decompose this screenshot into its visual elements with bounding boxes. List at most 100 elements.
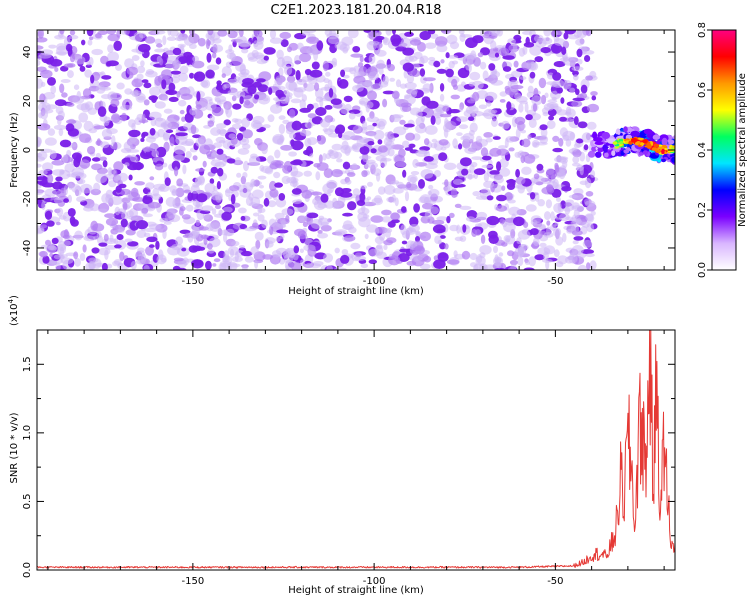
noise-speckle [359, 146, 370, 155]
noise-speckle [81, 39, 86, 46]
noise-speckle [101, 75, 112, 80]
noise-speckle [383, 184, 396, 195]
noise-speckle [427, 30, 436, 35]
noise-speckle [189, 30, 195, 36]
noise-speckle [183, 51, 193, 58]
noise-speckle [317, 203, 328, 209]
noise-speckle [409, 216, 419, 227]
colorbar-tick-label: 0.2 [697, 202, 708, 218]
noise-speckle [472, 91, 480, 102]
noise-speckle [162, 35, 167, 46]
noise-speckle [143, 82, 152, 89]
noise-speckle [307, 113, 317, 119]
noise-speckle [378, 80, 389, 88]
noise-speckle [131, 122, 136, 131]
noise-speckle [585, 191, 594, 197]
noise-speckle [401, 105, 412, 112]
noise-speckle [138, 203, 150, 210]
noise-speckle [230, 137, 238, 145]
noise-speckle [106, 62, 112, 67]
noise-speckle [463, 109, 476, 118]
noise-speckle [556, 155, 562, 163]
noise-speckle [326, 179, 338, 189]
noise-speckle [395, 161, 407, 168]
colorbar-tick-label: 0.6 [697, 82, 708, 98]
noise-speckle [419, 30, 432, 41]
noise-speckle [306, 46, 319, 56]
noise-speckle [576, 138, 584, 144]
noise-speckle [275, 197, 287, 208]
noise-speckle [352, 46, 361, 53]
noise-speckle [170, 70, 181, 75]
noise-speckle [84, 101, 94, 111]
noise-speckle [318, 218, 323, 223]
noise-speckle [409, 176, 417, 183]
noise-speckle [530, 215, 542, 224]
noise-speckle [109, 234, 114, 243]
noise-speckle [52, 181, 63, 190]
noise-speckle [326, 265, 333, 270]
noise-speckle [107, 33, 120, 42]
noise-speckle [130, 260, 137, 270]
noise-speckle [368, 40, 380, 46]
noise-speckle [298, 52, 312, 63]
noise-speckle [69, 54, 76, 63]
noise-speckle [429, 206, 440, 215]
noise-speckle [521, 138, 531, 148]
noise-speckle [383, 244, 388, 250]
noise-speckle [406, 181, 412, 189]
noise-speckle [526, 91, 535, 99]
noise-speckle [513, 60, 519, 68]
noise-speckle [137, 247, 145, 253]
noise-speckle [558, 169, 566, 180]
noise-speckle [420, 55, 429, 64]
noise-speckle [244, 227, 257, 232]
noise-speckle [590, 210, 596, 216]
noise-speckle [390, 212, 400, 220]
noise-speckle [374, 227, 380, 235]
noise-speckle [175, 132, 188, 137]
noise-speckle [241, 48, 249, 54]
noise-speckle [419, 231, 431, 242]
noise-speckle [37, 163, 42, 168]
noise-speckle [470, 161, 478, 168]
noise-speckle [132, 197, 145, 202]
noise-speckle [470, 50, 477, 61]
noise-speckle [44, 210, 53, 220]
noise-speckle [301, 94, 307, 102]
signal-speckle [643, 128, 653, 135]
noise-speckle [358, 62, 364, 68]
noise-speckle [259, 184, 264, 189]
noise-speckle [481, 164, 493, 169]
noise-speckle [229, 30, 234, 33]
noise-speckle [546, 220, 551, 226]
noise-speckle [73, 84, 80, 90]
noise-speckle [376, 172, 381, 182]
noise-speckle [533, 173, 540, 180]
noise-speckle [239, 96, 244, 105]
noise-speckle [366, 116, 380, 123]
noise-speckle [353, 75, 366, 85]
noise-speckle [225, 228, 235, 237]
noise-speckle [576, 48, 583, 58]
noise-speckle [215, 204, 221, 210]
noise-speckle [67, 128, 79, 137]
noise-speckle [585, 253, 595, 258]
noise-speckle [255, 239, 261, 250]
noise-speckle [459, 205, 472, 210]
noise-speckle [368, 259, 377, 265]
noise-speckle [137, 254, 144, 264]
noise-speckle [149, 128, 156, 136]
noise-speckle [316, 135, 326, 145]
noise-speckle [371, 197, 383, 206]
noise-speckle [49, 150, 57, 160]
noise-speckle [505, 238, 510, 243]
signal-speckle [594, 141, 604, 145]
noise-speckle [564, 207, 571, 215]
noise-speckle [462, 224, 467, 233]
noise-speckle [306, 36, 320, 44]
noise-speckle [368, 248, 381, 257]
noise-speckle [89, 203, 100, 212]
noise-speckle [114, 206, 121, 216]
noise-speckle [520, 155, 526, 164]
